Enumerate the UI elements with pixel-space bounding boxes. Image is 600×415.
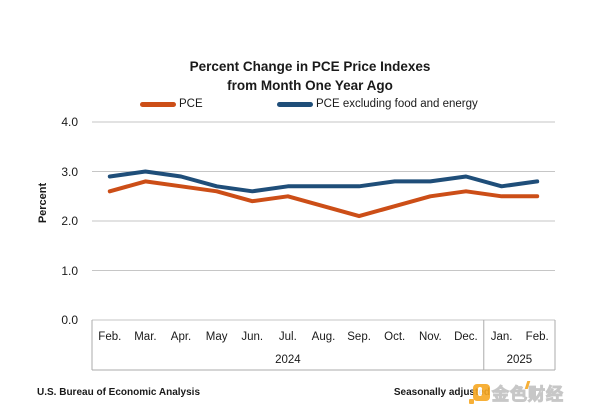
pce-line-swatch bbox=[140, 101, 176, 107]
legend-item-pce: PCE bbox=[140, 96, 203, 112]
legend-item-core-pce: PCE excluding food and energy bbox=[277, 96, 478, 112]
x-tick-label: Feb. bbox=[98, 331, 122, 343]
x-tick-label: Mar. bbox=[134, 331, 157, 343]
x-tick-label: Apr. bbox=[170, 331, 192, 343]
source-note: U.S. Bureau of Economic Analysis bbox=[37, 387, 201, 398]
x-tick-label: Aug. bbox=[311, 331, 336, 343]
core-pce-series-line bbox=[107, 169, 540, 194]
chart-title: Percent Change in PCE Price Indexes from… bbox=[10, 57, 600, 95]
core-pce-line-swatch bbox=[277, 101, 313, 107]
x-tick-label: Oct. bbox=[384, 331, 406, 343]
chart-title-line2: from Month One Year Ago bbox=[227, 78, 393, 93]
x-tick-label: Jul. bbox=[278, 331, 297, 343]
jinse-logo-icon bbox=[469, 384, 490, 404]
jinse-finance-watermark: 金色财经 bbox=[469, 380, 564, 405]
x-tick-label: May bbox=[205, 331, 228, 343]
x-tick-label: Jun. bbox=[241, 331, 264, 343]
year-group-label: 2024 bbox=[275, 354, 301, 366]
x-tick-label: Feb. bbox=[525, 331, 549, 343]
y-tick-label: 0.0 bbox=[61, 313, 78, 327]
pce-legend-label: PCE bbox=[179, 98, 203, 110]
core-pce-legend-label: PCE excluding food and energy bbox=[316, 98, 478, 110]
x-tick-label: Jan. bbox=[490, 331, 513, 343]
y-tick-label: 3.0 bbox=[61, 164, 78, 179]
y-tick-label: 2.0 bbox=[61, 214, 78, 228]
x-tick-label: Sep. bbox=[347, 331, 371, 343]
pce-series-line bbox=[107, 179, 540, 219]
seasonally-adjusted-note: Seasonally adjusted bbox=[393, 387, 490, 398]
x-tick-label: Nov. bbox=[418, 331, 442, 343]
y-tick-label: 1.0 bbox=[61, 263, 78, 278]
year-group-label: 2025 bbox=[506, 354, 533, 366]
chart-title-line1: Percent Change in PCE Price Indexes bbox=[189, 59, 431, 74]
watermark-text: 金色财经 bbox=[492, 385, 564, 405]
x-tick-label: Dec. bbox=[454, 331, 478, 343]
y-tick-label: 4.0 bbox=[61, 115, 78, 129]
